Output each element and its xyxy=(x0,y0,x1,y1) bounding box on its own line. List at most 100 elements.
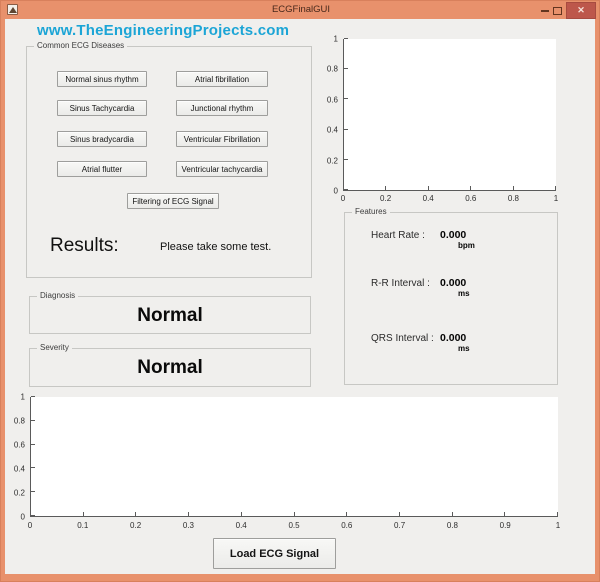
ecg-plot-top-x-axis: 0 0.2 0.4 0.6 0.8 1 xyxy=(340,194,559,204)
x-tick-mark xyxy=(82,512,84,516)
x-tick-label: 0.4 xyxy=(235,521,247,530)
website-header: www.TheEngineeringProjects.com xyxy=(37,22,290,39)
ecg-plot-bottom-y-axis: 0 0.2 0.4 0.6 0.8 1 xyxy=(5,393,27,522)
x-tick-label: 1 xyxy=(553,194,559,203)
severity-panel-label: Severity xyxy=(37,343,72,352)
normal-sinus-rhythm-button[interactable]: Normal sinus rhythm xyxy=(57,71,147,87)
x-tick-label: 0.8 xyxy=(446,521,458,530)
y-tick-mark xyxy=(344,128,348,130)
y-tick-label: 0 xyxy=(20,512,25,522)
x-tick-mark xyxy=(398,512,400,516)
atrial-flutter-button[interactable]: Atrial flutter xyxy=(57,161,147,177)
ventricular-tachycardia-button[interactable]: Ventricular tachycardia xyxy=(176,161,268,177)
y-tick-label: 1 xyxy=(20,392,25,402)
figure-chart-icon xyxy=(7,4,18,15)
maximize-icon xyxy=(553,6,562,15)
x-tick-mark xyxy=(343,186,344,190)
ecg-plot-top xyxy=(343,38,556,191)
x-tick-label: 0.2 xyxy=(380,194,392,203)
x-tick-mark xyxy=(451,512,453,516)
filtering-of-ecg-signal-button[interactable]: Filtering of ECG Signal xyxy=(127,193,219,209)
features-panel: Features Heart Rate :0.000 bpm R-R Interva… xyxy=(344,207,558,385)
sinus-bradycardia-button[interactable]: Sinus bradycardia xyxy=(57,131,147,147)
x-tick-mark xyxy=(30,512,31,516)
ecg-plot-bottom xyxy=(30,396,558,517)
results-message: Please take some test. xyxy=(160,241,272,253)
x-tick-label: 0.3 xyxy=(182,521,194,530)
y-tick-mark xyxy=(344,38,348,39)
diagnosis-panel-label: Diagnosis xyxy=(37,291,79,300)
minimize-button[interactable] xyxy=(539,2,551,19)
x-tick-mark xyxy=(293,512,295,516)
window-controls: ✕ xyxy=(539,1,596,19)
titlebar[interactable]: ECGFinalGUI ✕ xyxy=(1,1,600,19)
x-tick-mark xyxy=(385,186,387,190)
x-tick-mark xyxy=(240,512,242,516)
x-tick-label: 0.7 xyxy=(394,521,406,530)
severity-value: Normal xyxy=(137,357,203,378)
junctional-rhythm-button[interactable]: Junctional rhythm xyxy=(176,100,268,116)
x-tick-mark xyxy=(470,186,472,190)
severity-panel: Severity Normal xyxy=(29,343,311,387)
diseases-panel-label: Common ECG Diseases xyxy=(34,41,128,50)
y-tick-label: 0.8 xyxy=(326,64,338,74)
x-tick-label: 0.4 xyxy=(422,194,434,203)
y-tick-mark xyxy=(31,467,35,469)
x-tick-mark xyxy=(555,186,556,190)
y-tick-label: 0.4 xyxy=(326,125,338,135)
atrial-fibrillation-button[interactable]: Atrial fibrillation xyxy=(176,71,268,87)
x-tick-label: 0.6 xyxy=(465,194,477,203)
x-tick-label: 0.8 xyxy=(507,194,519,203)
qrs-interval-unit: ms xyxy=(458,344,470,353)
x-tick-mark xyxy=(427,186,429,190)
y-tick-label: 0.8 xyxy=(13,416,25,426)
ecg-plot-top-y-axis: 0 0.2 0.4 0.6 0.8 1 xyxy=(311,35,340,196)
x-tick-label: 0.2 xyxy=(130,521,142,530)
sinus-tachycardia-button[interactable]: Sinus Tachycardia xyxy=(57,100,147,116)
x-tick-mark xyxy=(557,512,558,516)
x-tick-label: 0.5 xyxy=(288,521,300,530)
y-tick-mark xyxy=(31,396,35,397)
x-tick-label: 0.6 xyxy=(341,521,353,530)
y-tick-mark xyxy=(344,189,348,190)
x-tick-mark xyxy=(188,512,190,516)
heart-rate-label: Heart Rate : xyxy=(371,230,425,241)
close-button[interactable]: ✕ xyxy=(566,1,596,19)
x-tick-mark xyxy=(512,186,514,190)
close-icon: ✕ xyxy=(577,4,585,15)
y-tick-label: 0.4 xyxy=(13,464,25,474)
y-tick-mark xyxy=(31,491,35,493)
qrs-interval-value: 0.000 xyxy=(440,332,467,344)
x-tick-mark xyxy=(346,512,348,516)
features-panel-label: Features xyxy=(352,207,390,216)
y-tick-label: 1 xyxy=(333,34,338,44)
y-tick-mark xyxy=(344,68,348,70)
diseases-panel: Common ECG Diseases Results: Please take… xyxy=(26,41,312,278)
diagnosis-value: Normal xyxy=(137,305,203,326)
client-area: www.TheEngineeringProjects.com Common EC… xyxy=(5,19,595,574)
y-tick-label: 0.2 xyxy=(326,156,338,166)
x-tick-label: 0 xyxy=(27,521,33,530)
heart-rate-value: 0.000 xyxy=(440,229,467,241)
y-tick-label: 0 xyxy=(333,186,338,196)
results-label: Results: xyxy=(50,235,119,256)
ecg-plot-bottom-x-axis: 0 0.1 0.2 0.3 0.4 0.5 0.6 0.7 0.8 0.9 1 xyxy=(27,521,561,531)
x-tick-label: 1 xyxy=(555,521,561,530)
r-r-interval-label: R-R Interval : xyxy=(371,278,430,289)
window-title: ECGFinalGUI xyxy=(271,4,331,15)
y-tick-mark xyxy=(31,419,35,421)
x-tick-label: 0.1 xyxy=(77,521,89,530)
maximize-button[interactable] xyxy=(551,2,563,19)
qrs-interval-label: QRS Interval : xyxy=(371,333,434,344)
minimize-icon xyxy=(541,9,549,12)
ventricular-fibrillation-button[interactable]: Ventricular Fibrillation xyxy=(176,131,268,147)
x-tick-label: 0 xyxy=(340,194,346,203)
y-tick-label: 0.2 xyxy=(13,488,25,498)
y-tick-label: 0.6 xyxy=(326,95,338,105)
y-tick-label: 0.6 xyxy=(13,440,25,450)
x-tick-mark xyxy=(135,512,137,516)
load-ecg-signal-button[interactable]: Load ECG Signal xyxy=(213,538,336,569)
heart-rate-unit: bpm xyxy=(458,241,475,250)
y-tick-mark xyxy=(344,98,348,100)
